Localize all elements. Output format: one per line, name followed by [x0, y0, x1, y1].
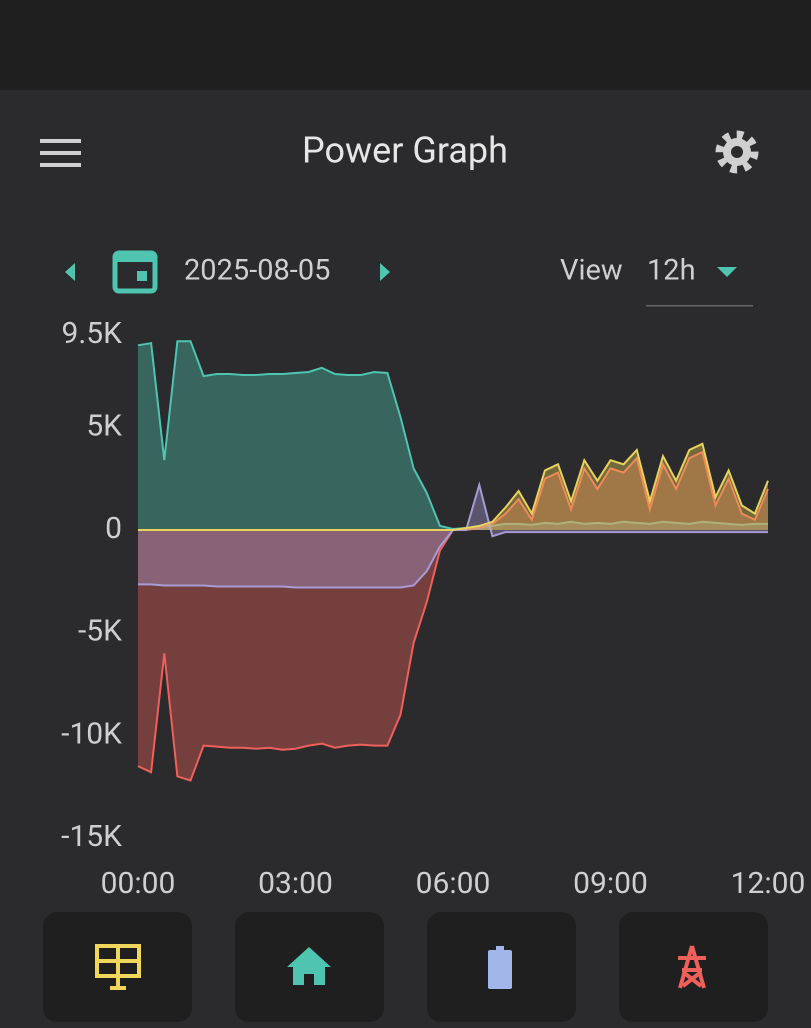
- settings-button[interactable]: [715, 130, 759, 174]
- next-day[interactable]: [380, 263, 390, 281]
- view-select[interactable]: 12h: [646, 254, 753, 307]
- prev-day[interactable]: [65, 263, 75, 281]
- y-tick-label: -15K: [61, 819, 122, 854]
- menu-line: [40, 163, 81, 167]
- menu-line: [40, 139, 81, 143]
- calendar-button[interactable]: [112, 250, 158, 294]
- menu-button[interactable]: [40, 139, 81, 167]
- series-line: [138, 442, 769, 531]
- y-tick-label: -5K: [78, 614, 122, 649]
- date-label[interactable]: 2025-08-05: [184, 254, 330, 288]
- x-tick-label: 03:00: [258, 866, 333, 901]
- select-underline: [646, 305, 753, 307]
- battery-tip: [496, 946, 504, 951]
- x-tick-label: 12:00: [731, 866, 806, 901]
- status-bar: [0, 0, 811, 90]
- y-tick-label: 0: [105, 511, 122, 546]
- area-fill: [138, 484, 768, 588]
- y-tick-label: 5K: [86, 408, 122, 443]
- grid-button[interactable]: [619, 912, 768, 1022]
- page-title: Power Graph: [302, 130, 508, 172]
- gear-teeth: [715, 130, 759, 174]
- y-tick-label: 9.5K: [62, 316, 123, 351]
- home-button[interactable]: [235, 912, 384, 1022]
- area-fill: [138, 452, 768, 781]
- calendar-top: [115, 253, 155, 262]
- view-label: View: [560, 254, 623, 288]
- nav-bar: [43, 912, 768, 1022]
- y-tick-label: -10K: [61, 716, 122, 751]
- battery-button[interactable]: [427, 912, 576, 1022]
- view-value: 12h: [647, 254, 696, 288]
- calendar-day: [137, 271, 147, 281]
- solar-button[interactable]: [43, 912, 192, 1022]
- pylon-icon: [678, 945, 706, 989]
- home-icon: [287, 947, 331, 985]
- x-tick-label: 09:00: [573, 866, 648, 901]
- area-fill: [138, 443, 768, 531]
- battery-icon: [488, 950, 512, 989]
- x-tick-label: 00:00: [101, 866, 176, 901]
- x-tick-label: 06:00: [416, 866, 491, 901]
- chart: -15K -10K -5K 0 5K 9.5K 00:00 03:00 06:00 09:00 12…: [61, 316, 805, 901]
- solar-icon-lines: [97, 946, 139, 990]
- dropdown-arrow: [717, 267, 737, 277]
- menu-line: [40, 151, 81, 155]
- gear-hole: [731, 146, 743, 158]
- area-fill: [138, 341, 768, 531]
- button-bg: [619, 912, 768, 1022]
